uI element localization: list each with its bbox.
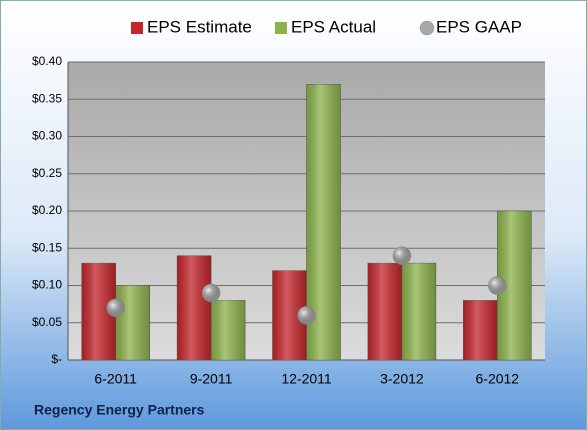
legend-label: EPS Estimate (147, 17, 252, 36)
bar-shine (211, 300, 246, 360)
x-tick-label: 6-2012 (476, 371, 520, 387)
y-tick-label: $0.20 (32, 203, 62, 217)
marker-shine (202, 283, 221, 302)
y-tick-label: $0.40 (32, 54, 62, 68)
bar-shine (115, 285, 150, 360)
legend-swatch (131, 22, 143, 34)
x-tick-label: 6-2011 (94, 371, 137, 387)
x-tick-label: 9-2011 (190, 371, 233, 387)
bar-shine (177, 255, 212, 360)
marker-shine (106, 298, 125, 317)
y-tick-label: $0.10 (32, 278, 62, 292)
bar-shine (367, 263, 402, 360)
footer: Regency Energy Partners (34, 402, 205, 418)
y-tick-label: $0.30 (32, 129, 62, 143)
marker-shine (297, 306, 316, 325)
x-tick-label: 3-2012 (380, 371, 424, 387)
y-tick-label: $0.05 (32, 315, 62, 329)
bar-shine (401, 263, 436, 360)
y-tick-label: $0.35 (32, 91, 62, 105)
y-tick-label: $- (51, 352, 62, 366)
legend-swatch (275, 22, 287, 34)
marker-shine (392, 246, 411, 265)
y-tick-label: $0.15 (32, 240, 62, 254)
marker-shine (488, 276, 507, 295)
legend-swatch (419, 20, 435, 36)
legend-label: EPS Actual (291, 17, 376, 36)
x-tick-label: 12-2011 (281, 371, 332, 387)
y-tick-label: $0.25 (32, 166, 62, 180)
bar-shine (463, 300, 498, 360)
legend-label: EPS GAAP (436, 17, 522, 36)
